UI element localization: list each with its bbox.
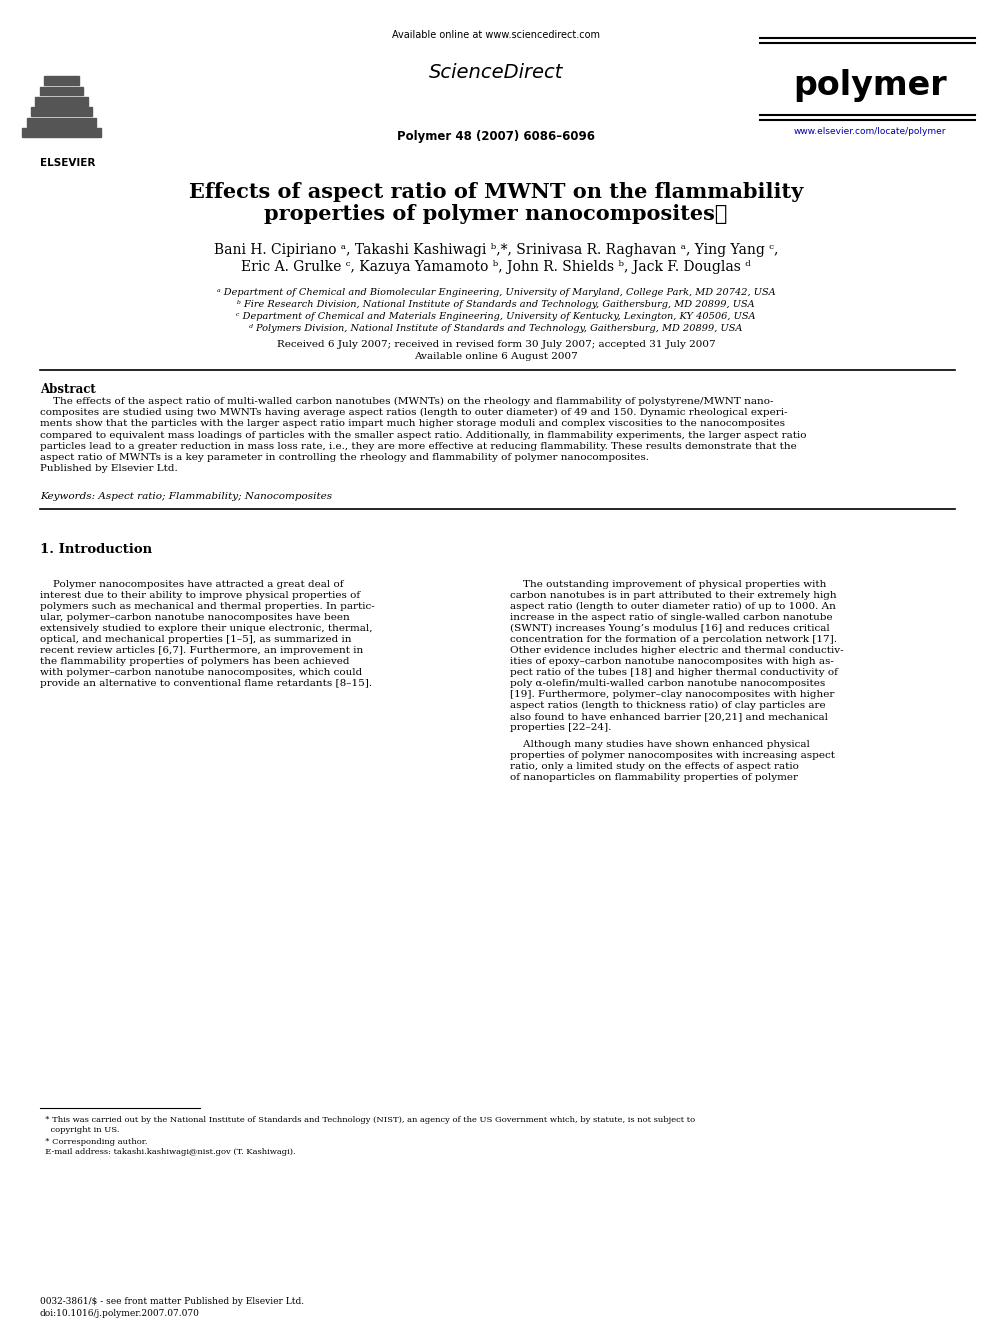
- Text: properties of polymer nanocomposites with increasing aspect: properties of polymer nanocomposites wit…: [510, 751, 835, 759]
- Text: composites are studied using two MWNTs having average aspect ratios (length to o: composites are studied using two MWNTs h…: [40, 409, 788, 417]
- Text: particles lead to a greater reduction in mass loss rate, i.e., they are more eff: particles lead to a greater reduction in…: [40, 442, 797, 451]
- Text: Bani H. Cipiriano ᵃ, Takashi Kashiwagi ᵇ,*, Srinivasa R. Raghavan ᵃ, Ying Yang ᶜ: Bani H. Cipiriano ᵃ, Takashi Kashiwagi ᵇ…: [214, 243, 778, 257]
- Text: Available online at www.sciencedirect.com: Available online at www.sciencedirect.co…: [392, 30, 600, 40]
- Bar: [44, 77, 79, 85]
- Bar: [27, 118, 96, 127]
- Text: E-mail address: takashi.kashiwagi@nist.gov (T. Kashiwagi).: E-mail address: takashi.kashiwagi@nist.g…: [40, 1148, 296, 1156]
- Text: provide an alternative to conventional flame retardants [8–15].: provide an alternative to conventional f…: [40, 679, 372, 688]
- Bar: [40, 86, 83, 95]
- Text: aspect ratios (length to thickness ratio) of clay particles are: aspect ratios (length to thickness ratio…: [510, 701, 825, 710]
- Text: concentration for the formation of a percolation network [17].: concentration for the formation of a per…: [510, 635, 837, 644]
- Text: 1. Introduction: 1. Introduction: [40, 542, 152, 556]
- Text: The outstanding improvement of physical properties with: The outstanding improvement of physical …: [510, 579, 826, 589]
- Text: ᵈ Polymers Division, National Institute of Standards and Technology, Gaithersbur: ᵈ Polymers Division, National Institute …: [249, 324, 743, 333]
- Text: pect ratio of the tubes [18] and higher thermal conductivity of: pect ratio of the tubes [18] and higher …: [510, 668, 838, 677]
- Text: ratio, only a limited study on the effects of aspect ratio: ratio, only a limited study on the effec…: [510, 762, 799, 771]
- Text: interest due to their ability to improve physical properties of: interest due to their ability to improve…: [40, 591, 360, 601]
- Text: Received 6 July 2007; received in revised form 30 July 2007; accepted 31 July 20: Received 6 July 2007; received in revise…: [277, 340, 715, 349]
- Text: recent review articles [6,7]. Furthermore, an improvement in: recent review articles [6,7]. Furthermor…: [40, 646, 363, 655]
- Text: Polymer 48 (2007) 6086–6096: Polymer 48 (2007) 6086–6096: [397, 130, 595, 143]
- Text: of nanoparticles on flammability properties of polymer: of nanoparticles on flammability propert…: [510, 773, 798, 782]
- Text: Published by Elsevier Ltd.: Published by Elsevier Ltd.: [40, 464, 178, 474]
- Text: ELSEVIER: ELSEVIER: [41, 157, 95, 168]
- Text: compared to equivalent mass loadings of particles with the smaller aspect ratio.: compared to equivalent mass loadings of …: [40, 430, 806, 439]
- Text: * This was carried out by the National Institute of Standards and Technology (NI: * This was carried out by the National I…: [40, 1117, 695, 1125]
- Text: extensively studied to explore their unique electronic, thermal,: extensively studied to explore their uni…: [40, 624, 373, 632]
- Text: poly α-olefin/multi-walled carbon nanotube nanocomposites: poly α-olefin/multi-walled carbon nanotu…: [510, 679, 825, 688]
- Text: (SWNT) increases Young’s modulus [16] and reduces critical: (SWNT) increases Young’s modulus [16] an…: [510, 624, 829, 634]
- Text: polymers such as mechanical and thermal properties. In partic-: polymers such as mechanical and thermal …: [40, 602, 375, 611]
- Text: aspect ratio of MWNTs is a key parameter in controlling the rheology and flammab: aspect ratio of MWNTs is a key parameter…: [40, 452, 649, 462]
- Text: Available online 6 August 2007: Available online 6 August 2007: [414, 352, 578, 361]
- Text: optical, and mechanical properties [1–5], as summarized in: optical, and mechanical properties [1–5]…: [40, 635, 351, 644]
- Text: ᵃ Department of Chemical and Biomolecular Engineering, University of Maryland, C: ᵃ Department of Chemical and Biomolecula…: [216, 288, 776, 296]
- Text: properties [22–24].: properties [22–24].: [510, 722, 611, 732]
- Text: Keywords: Aspect ratio; Flammability; Nanocomposites: Keywords: Aspect ratio; Flammability; Na…: [40, 492, 332, 501]
- Text: Effects of aspect ratio of MWNT on the flammability: Effects of aspect ratio of MWNT on the f…: [188, 183, 804, 202]
- Text: also found to have enhanced barrier [20,21] and mechanical: also found to have enhanced barrier [20,…: [510, 712, 828, 721]
- Text: ular, polymer–carbon nanotube nanocomposites have been: ular, polymer–carbon nanotube nanocompos…: [40, 613, 350, 622]
- Bar: [23, 128, 100, 138]
- Text: Polymer nanocomposites have attracted a great deal of: Polymer nanocomposites have attracted a …: [40, 579, 343, 589]
- Text: ᵇ Fire Research Division, National Institute of Standards and Technology, Gaithe: ᵇ Fire Research Division, National Insti…: [237, 300, 755, 310]
- Text: carbon nanotubes is in part attributed to their extremely high: carbon nanotubes is in part attributed t…: [510, 591, 836, 601]
- Text: increase in the aspect ratio of single-walled carbon nanotube: increase in the aspect ratio of single-w…: [510, 613, 832, 622]
- Text: ities of epoxy–carbon nanotube nanocomposites with high as-: ities of epoxy–carbon nanotube nanocompo…: [510, 658, 834, 665]
- Text: Abstract: Abstract: [40, 382, 96, 396]
- Text: Other evidence includes higher electric and thermal conductiv-: Other evidence includes higher electric …: [510, 646, 843, 655]
- Text: properties of polymer nanocomposites★: properties of polymer nanocomposites★: [264, 204, 728, 224]
- Text: Although many studies have shown enhanced physical: Although many studies have shown enhance…: [510, 740, 809, 749]
- Text: ScienceDirect: ScienceDirect: [429, 62, 563, 82]
- Text: copyright in US.: copyright in US.: [40, 1126, 119, 1134]
- Bar: [31, 107, 92, 116]
- Text: The effects of the aspect ratio of multi-walled carbon nanotubes (MWNTs) on the : The effects of the aspect ratio of multi…: [40, 397, 774, 406]
- Bar: [36, 97, 87, 106]
- Text: www.elsevier.com/locate/polymer: www.elsevier.com/locate/polymer: [794, 127, 946, 136]
- Text: doi:10.1016/j.polymer.2007.07.070: doi:10.1016/j.polymer.2007.07.070: [40, 1308, 199, 1318]
- Text: with polymer–carbon nanotube nanocomposites, which could: with polymer–carbon nanotube nanocomposi…: [40, 668, 362, 677]
- Text: the flammability properties of polymers has been achieved: the flammability properties of polymers …: [40, 658, 349, 665]
- Text: 0032-3861/$ - see front matter Published by Elsevier Ltd.: 0032-3861/$ - see front matter Published…: [40, 1297, 305, 1306]
- Text: ᶜ Department of Chemical and Materials Engineering, University of Kentucky, Lexi: ᶜ Department of Chemical and Materials E…: [236, 312, 756, 321]
- Text: * Corresponding author.: * Corresponding author.: [40, 1138, 148, 1146]
- Text: polymer: polymer: [794, 69, 946, 102]
- Text: aspect ratio (length to outer diameter ratio) of up to 1000. An: aspect ratio (length to outer diameter r…: [510, 602, 836, 611]
- Text: [19]. Furthermore, polymer–clay nanocomposites with higher: [19]. Furthermore, polymer–clay nanocomp…: [510, 691, 834, 699]
- Text: ments show that the particles with the larger aspect ratio impart much higher st: ments show that the particles with the l…: [40, 419, 785, 429]
- Text: Eric A. Grulke ᶜ, Kazuya Yamamoto ᵇ, John R. Shields ᵇ, Jack F. Douglas ᵈ: Eric A. Grulke ᶜ, Kazuya Yamamoto ᵇ, Joh…: [241, 261, 751, 274]
